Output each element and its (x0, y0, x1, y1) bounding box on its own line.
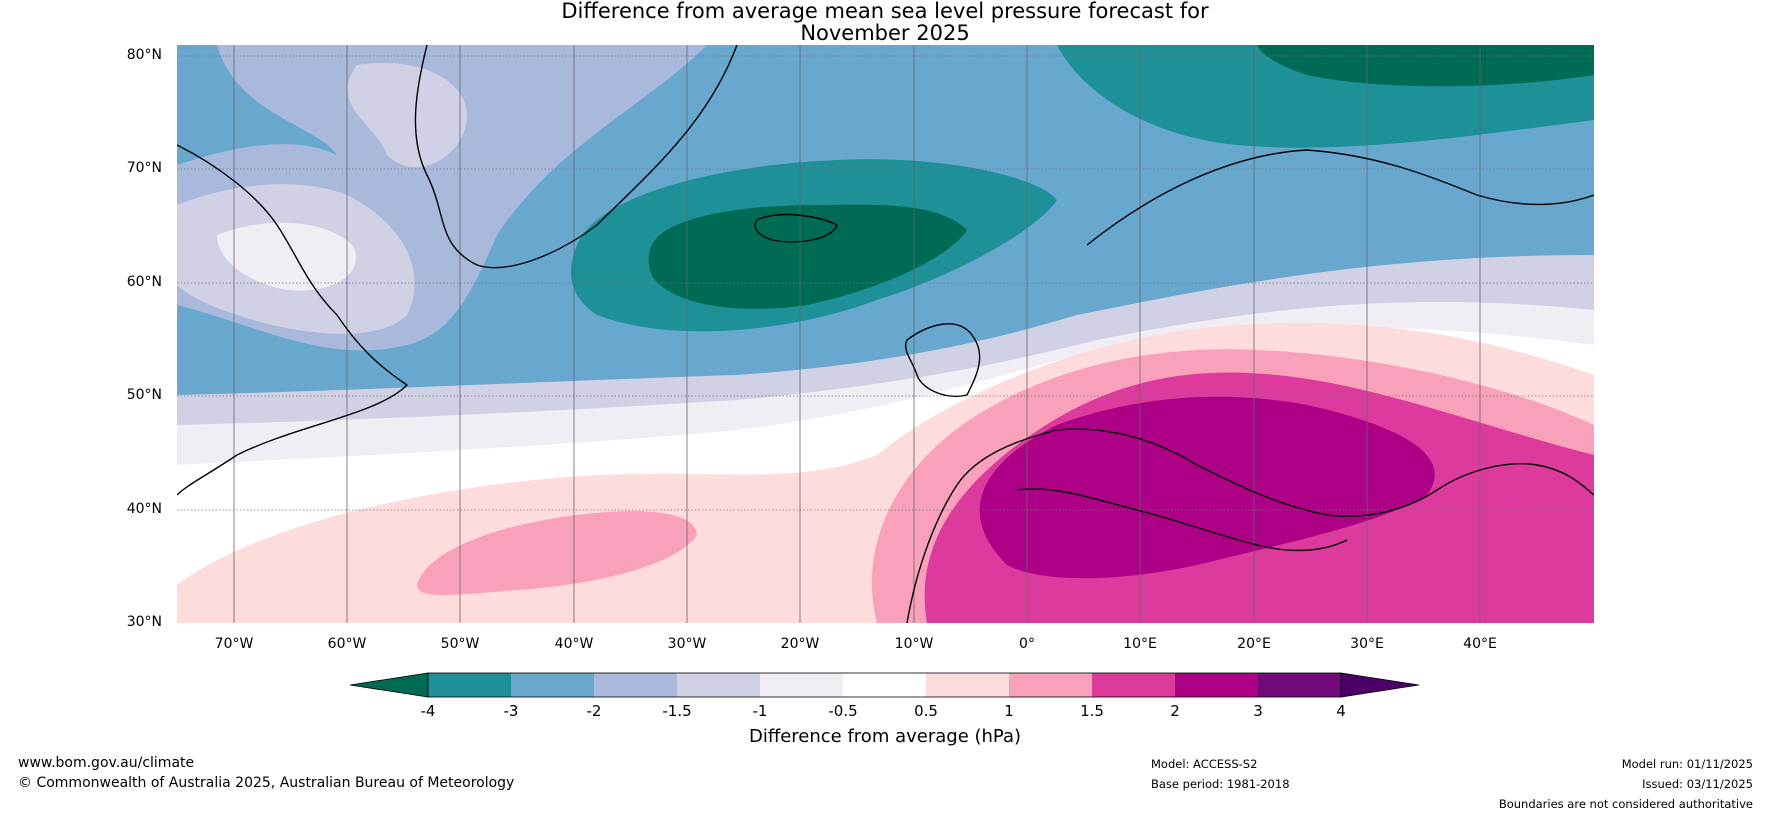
lon-label-0: 0° (1019, 636, 1035, 652)
colorbar-extend-low (350, 672, 429, 698)
lat-label-30: 30°N (126, 614, 162, 630)
colorbar-tick-label: 0.5 (914, 702, 938, 720)
map-canvas (177, 45, 1594, 623)
north-africa-coast (1016, 488, 1348, 552)
scandinavia-coast (1086, 149, 1594, 246)
colorbar-tick-label: 2 (1170, 702, 1180, 720)
colorbar-segment (926, 673, 1009, 697)
colorbar-tick-label: 4 (1336, 702, 1346, 720)
lon-label-30w: 30°W (667, 636, 707, 652)
lat-label-60: 60°N (126, 274, 162, 290)
colorbar-segment (843, 673, 926, 697)
colorbar-segment (594, 673, 677, 697)
lat-label-50: 50°N (126, 387, 162, 403)
colorbar-title: Difference from average (hPa) (748, 726, 1022, 747)
pressure-anomaly-map (177, 45, 1594, 623)
colorbar-segment (677, 673, 760, 697)
british-isles-coast (905, 323, 981, 397)
lon-label-40w: 40°W (554, 636, 594, 652)
colorbar-segment (1258, 673, 1341, 697)
colorbar-tick-label: 3 (1253, 702, 1263, 720)
footer-model: Model: ACCESS-S2 (1151, 757, 1258, 771)
lon-label-70w: 70°W (214, 636, 254, 652)
colorbar-tick-label: -3 (503, 702, 519, 720)
footer-website[interactable]: www.bom.gov.au/climate (18, 755, 195, 771)
anomaly-band-2 (979, 396, 1435, 579)
colorbar-outline (427, 672, 1342, 698)
anomaly-band--1-5-north (347, 63, 467, 168)
colorbar-segment (1009, 673, 1092, 697)
lat-label-70: 70°N (126, 160, 162, 176)
colorbar-tick-label: 1 (1004, 702, 1014, 720)
lat-label-80: 80°N (126, 47, 162, 63)
colorbar-segment (1092, 673, 1175, 697)
footer-disclaimer: Boundaries are not considered authoritat… (1498, 797, 1753, 811)
lon-label-60w: 60°W (327, 636, 367, 652)
colorbar-tick-label: -2 (586, 702, 602, 720)
coastlines (177, 45, 1594, 623)
colorbar-tick-label: -1 (752, 702, 768, 720)
colorbar-tick-label: -4 (420, 702, 436, 720)
footer-base-period: Base period: 1981-2018 (1151, 777, 1290, 791)
anomaly-band--4-atlantic (648, 204, 967, 309)
anomaly-band--1-west (217, 222, 356, 291)
colorbar-segment (1175, 673, 1258, 697)
lon-label-50w: 50°W (440, 636, 480, 652)
colorbar-tick-label: -1.5 (662, 702, 692, 720)
lon-label-20w: 20°W (780, 636, 820, 652)
greenland-coast (414, 45, 738, 269)
lon-label-20e: 20°E (1237, 636, 1271, 652)
footer-model-run: Model run: 01/11/2025 (1621, 757, 1753, 771)
lat-label-40: 40°N (126, 501, 162, 517)
colorbar-segment (511, 673, 594, 697)
colorbar-tick-label: -0.5 (828, 702, 858, 720)
colorbar-segment (428, 673, 511, 697)
lon-label-30e: 30°E (1350, 636, 1384, 652)
graticule (177, 55, 1594, 511)
footer-issued: Issued: 03/11/2025 (1642, 777, 1753, 791)
colorbar (350, 672, 1420, 698)
europe-coast (906, 428, 1594, 623)
graticule-meridians (233, 45, 1481, 623)
anomaly-band--4-arctic (1257, 45, 1594, 87)
lon-label-10w: 10°W (894, 636, 934, 652)
iceland-coast (754, 213, 838, 243)
map-title-line-2: November 2025 (800, 21, 970, 45)
colorbar-tick-label: 1.5 (1080, 702, 1104, 720)
map-title-line-1: Difference from average mean sea level p… (561, 0, 1209, 23)
footer-copyright: © Commonwealth of Australia 2025, Austra… (18, 775, 515, 791)
colorbar-extend-high (1340, 672, 1420, 698)
lon-label-40e: 40°E (1463, 636, 1497, 652)
colorbar-segment (760, 673, 843, 697)
canada-coast (177, 144, 408, 496)
lon-label-10e: 10°E (1123, 636, 1157, 652)
anomaly-band-1-west-atlantic (417, 511, 697, 595)
